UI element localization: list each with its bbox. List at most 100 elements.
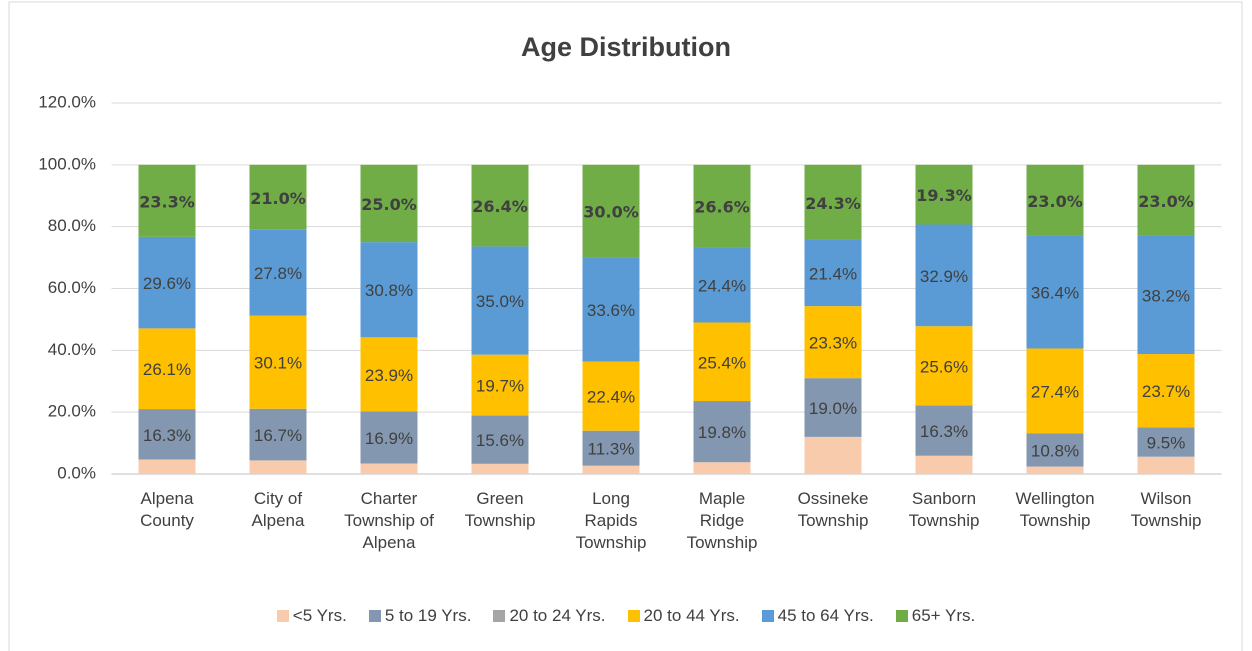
legend-label: 45 to 64 Yrs. [777,606,874,625]
data-label: 27.8% [254,264,302,283]
data-label: 23.3% [809,334,857,353]
bar-segment [693,164,751,248]
bar-segment [138,459,196,474]
data-label: 21.4% [809,265,857,284]
data-label: 27.4% [1031,382,1079,401]
data-label: 30.0% [583,203,639,222]
bar-segment [1026,164,1084,236]
legend-item: 65+ Yrs. [895,606,976,626]
bar-segment [360,463,418,474]
data-label: 9.5% [1147,433,1186,452]
bar-segment [138,328,196,410]
data-label: 24.3% [805,194,861,213]
bar-segment [360,164,418,243]
bar-segment [138,236,196,329]
data-label: 24.4% [698,276,746,295]
data-label: 25.0% [361,195,417,214]
bar-segment [804,239,862,307]
data-label: 19.8% [698,423,746,442]
data-label: 16.3% [143,426,191,445]
data-label: 23.7% [1142,382,1190,401]
legend-swatch [368,610,381,622]
bar-segment [804,164,862,240]
bar-segment [693,247,751,323]
legend-swatch [761,610,774,622]
data-label: 16.3% [920,422,968,441]
y-tick-label: 100.0% [38,154,96,173]
data-label: 23.9% [365,366,413,385]
data-label: 15.6% [476,431,524,450]
data-label: 21.0% [250,189,306,208]
bar-segment [1026,433,1084,467]
bar-segment [249,229,307,316]
bar-segment [693,322,751,402]
data-label: 33.6% [587,301,635,320]
bar-segment [804,378,862,437]
bar-segment [915,224,973,327]
y-tick-label: 60.0% [48,278,96,297]
y-tick-label: 20.0% [48,402,96,421]
data-label: 23.0% [1138,192,1194,211]
data-label: 29.6% [143,274,191,293]
bar-segment [471,463,529,474]
bar-segment [1137,235,1195,355]
bar-segment [249,315,307,409]
y-tick-label: 120.0% [38,92,96,111]
legend: <5 Yrs. 5 to 19 Yrs. 20 to 24 Yrs. 20 to 44… [0,606,1252,626]
bar-segment [360,337,418,412]
legend-item: 20 to 44 Yrs. [627,606,740,626]
bar-segment [249,164,307,230]
bar-segment [915,455,973,474]
data-label: 38.2% [1142,286,1190,305]
x-tick-label: Wilson Township [1130,489,1202,530]
bar-segment [1137,456,1195,474]
bar-segment [1137,354,1195,428]
x-tick-label: Charter Township of Alpena [344,489,434,552]
data-label: 30.8% [365,281,413,300]
bar-segment [1137,427,1195,457]
data-label: 23.3% [139,192,195,211]
data-label: 19.3% [916,186,972,205]
bar-segment [582,430,640,466]
legend-label: 20 to 24 Yrs. [509,606,606,625]
x-tick-label: Sanborn Township [908,489,980,530]
data-label: 11.3% [588,440,635,459]
bar-segment [915,405,973,456]
legend-item: <5 Yrs. [276,606,347,626]
legend-label: 5 to 19 Yrs. [384,606,472,625]
data-label: 10.8% [1031,441,1079,460]
y-tick-label: 40.0% [48,340,96,359]
bar-segment [360,242,418,338]
data-label: 36.4% [1031,284,1079,303]
bar-segment [138,164,196,237]
bar-segment [471,354,529,416]
bar-segment [138,409,196,460]
x-tick-label: Alpena County [140,489,194,530]
bar-segment [471,415,529,464]
legend-swatch [493,610,506,622]
bar-segment [915,326,973,406]
legend-label: 65+ Yrs. [911,606,976,625]
data-label: 22.4% [587,388,635,407]
bar-segment [360,411,418,464]
legend-swatch [895,610,908,622]
bar-segment [1026,235,1084,349]
bar-segment [1137,164,1195,236]
bar-segment [1026,466,1084,474]
x-tick-label: City of Alpena [251,489,305,530]
bar-segment [693,462,751,474]
bar-segment [582,257,640,362]
bar-segment [249,460,307,474]
bar-segment [471,164,529,247]
y-tick-label: 80.0% [48,216,96,235]
data-label: 19.0% [809,399,857,418]
data-label: 23.0% [1027,192,1083,211]
data-label: 35.0% [476,292,524,311]
data-label: 26.6% [694,197,750,216]
bar-segment [582,164,640,258]
x-tick-label: Ossineke Township [797,489,869,530]
bar-segment [471,246,529,355]
legend-label: <5 Yrs. [292,606,347,625]
bar-segment [804,436,862,474]
